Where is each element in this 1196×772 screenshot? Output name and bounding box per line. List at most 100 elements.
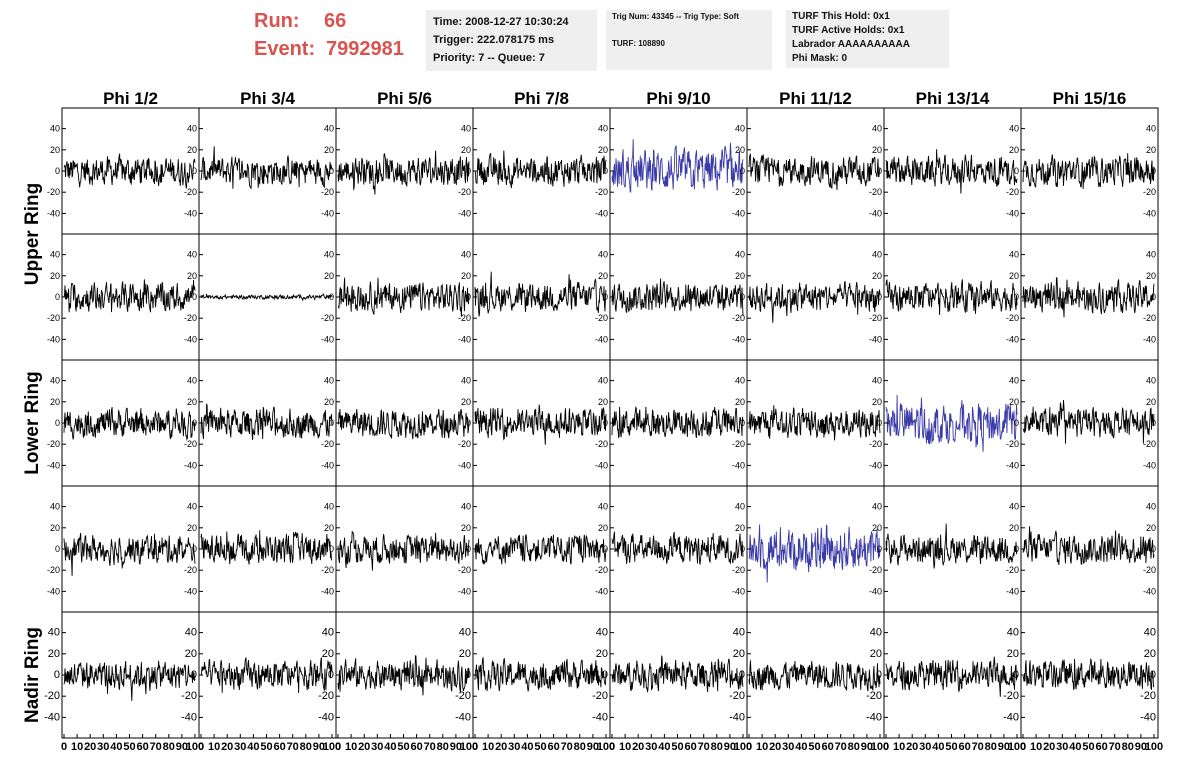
y-tick-label: 40 bbox=[598, 124, 608, 134]
x-tick-label: 40 bbox=[521, 741, 533, 753]
y-tick-label: 40 bbox=[1146, 376, 1156, 386]
y-tick-label: 40 bbox=[598, 376, 608, 386]
y-tick-label: -20 bbox=[184, 187, 197, 197]
y-tick-label: 0 bbox=[1014, 544, 1019, 554]
y-tick-label: 40 bbox=[461, 502, 471, 512]
y-tick-label: -20 bbox=[44, 690, 60, 702]
y-tick-label: -40 bbox=[184, 586, 197, 596]
y-tick-label: 40 bbox=[598, 502, 608, 512]
y-tick-label: 0 bbox=[328, 669, 334, 681]
x-tick-label: 50 bbox=[397, 741, 409, 753]
turf-this-hold: TURF This Hold: 0x1 bbox=[792, 11, 890, 22]
y-tick-label: 0 bbox=[329, 544, 334, 554]
x-tick-label: 20 bbox=[84, 741, 96, 753]
y-tick-label: 20 bbox=[461, 145, 471, 155]
y-tick-label: -40 bbox=[1006, 460, 1019, 470]
y-tick-label: -20 bbox=[595, 187, 608, 197]
y-tick-label: -40 bbox=[869, 334, 882, 344]
y-tick-label: 40 bbox=[324, 376, 334, 386]
y-tick-label: -40 bbox=[595, 208, 608, 218]
x-tick-label: 90 bbox=[587, 741, 599, 753]
x-tick-label: 60 bbox=[547, 741, 559, 753]
y-tick-label: 0 bbox=[192, 166, 197, 176]
x-tick-label: 40 bbox=[795, 741, 807, 753]
waveform-trace bbox=[611, 139, 744, 193]
y-tick-label: 20 bbox=[324, 145, 334, 155]
y-tick-label: -20 bbox=[321, 187, 334, 197]
y-tick-label: -20 bbox=[47, 439, 60, 449]
y-tick-label: -20 bbox=[47, 565, 60, 575]
y-tick-label: -20 bbox=[1006, 565, 1019, 575]
waveform-trace bbox=[200, 402, 333, 441]
y-tick-label: -40 bbox=[47, 208, 60, 218]
column-title: Phi 11/12 bbox=[779, 89, 852, 108]
y-tick-label: -40 bbox=[184, 208, 197, 218]
y-tick-label: 20 bbox=[324, 523, 334, 533]
x-tick-label: 10 bbox=[893, 741, 905, 753]
y-tick-label: -20 bbox=[592, 690, 608, 702]
y-tick-label: 20 bbox=[872, 523, 882, 533]
y-tick-label: -20 bbox=[1140, 690, 1156, 702]
y-tick-label: 0 bbox=[465, 669, 471, 681]
y-tick-label: -20 bbox=[1143, 187, 1156, 197]
y-tick-label: 20 bbox=[324, 397, 334, 407]
y-tick-label: -20 bbox=[732, 565, 745, 575]
y-tick-label: 20 bbox=[1146, 145, 1156, 155]
turf-number: TURF: 108890 bbox=[612, 39, 665, 48]
waveform-trace bbox=[748, 281, 881, 323]
x-tick-label: 90 bbox=[861, 741, 873, 753]
x-tick-label: 30 bbox=[645, 741, 657, 753]
x-tick-label: 90 bbox=[450, 741, 462, 753]
y-tick-label: 0 bbox=[329, 292, 334, 302]
y-tick-label: 20 bbox=[1007, 648, 1019, 660]
y-tick-label: -40 bbox=[869, 460, 882, 470]
waveform-trace bbox=[474, 404, 607, 445]
x-tick-label: 50 bbox=[260, 741, 272, 753]
waveform-trace bbox=[337, 150, 470, 195]
y-tick-label: 0 bbox=[55, 418, 60, 428]
y-tick-label: 40 bbox=[1144, 627, 1156, 639]
y-tick-label: 20 bbox=[185, 648, 197, 660]
y-tick-label: 40 bbox=[187, 502, 197, 512]
waveform-trace bbox=[63, 153, 196, 189]
x-tick-label: 10 bbox=[756, 741, 768, 753]
x-tick-label: 10 bbox=[619, 741, 631, 753]
y-tick-label: -40 bbox=[47, 460, 60, 470]
y-tick-label: 0 bbox=[1014, 292, 1019, 302]
trigger-time: Trigger: 222.078175 ms bbox=[433, 34, 555, 46]
x-tick-label: 30 bbox=[371, 741, 383, 753]
x-tick-label: 10 bbox=[208, 741, 220, 753]
y-tick-label: -40 bbox=[869, 586, 882, 596]
waveform-trace bbox=[1022, 526, 1155, 566]
x-tick-label: 20 bbox=[221, 741, 233, 753]
x-tick-label: 100 bbox=[186, 741, 204, 753]
waveform-trace bbox=[885, 279, 1018, 316]
waveform-trace bbox=[885, 656, 1018, 697]
x-tick-label: 100 bbox=[1145, 741, 1163, 753]
x-tick-label: 10 bbox=[482, 741, 494, 753]
y-tick-label: -20 bbox=[869, 439, 882, 449]
y-tick-label: 40 bbox=[872, 502, 882, 512]
y-tick-label: -20 bbox=[732, 187, 745, 197]
y-tick-label: -40 bbox=[47, 334, 60, 344]
y-tick-label: 0 bbox=[740, 166, 745, 176]
y-tick-label: -20 bbox=[321, 565, 334, 575]
x-tick-label: 60 bbox=[1095, 741, 1107, 753]
y-tick-label: 20 bbox=[598, 145, 608, 155]
x-tick-label: 60 bbox=[136, 741, 148, 753]
y-tick-label: -20 bbox=[1143, 313, 1156, 323]
y-tick-label: 0 bbox=[1150, 669, 1156, 681]
x-tick-label: 40 bbox=[1069, 741, 1081, 753]
waveform-trace bbox=[611, 278, 744, 316]
x-tick-label: 20 bbox=[906, 741, 918, 753]
y-tick-label: 40 bbox=[324, 250, 334, 260]
y-tick-label: 40 bbox=[461, 124, 471, 134]
y-tick-label: 0 bbox=[191, 669, 197, 681]
x-tick-label: 0 bbox=[609, 741, 615, 753]
y-tick-label: -40 bbox=[592, 711, 608, 723]
y-tick-label: -40 bbox=[732, 334, 745, 344]
y-tick-label: 20 bbox=[459, 648, 471, 660]
y-tick-label: -20 bbox=[1006, 187, 1019, 197]
y-tick-label: 0 bbox=[877, 166, 882, 176]
